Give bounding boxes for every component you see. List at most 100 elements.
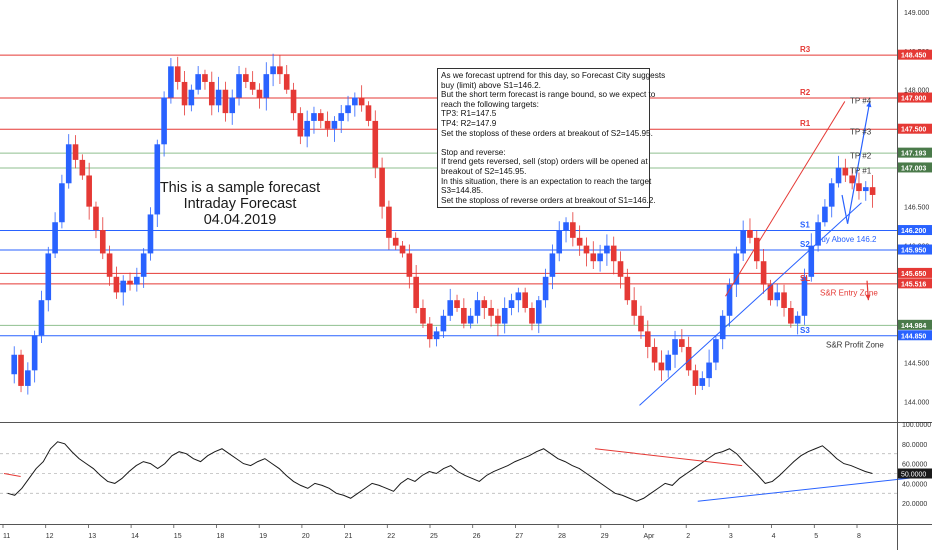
x-tick-label: 4 — [772, 533, 776, 540]
level-label: S3 — [800, 326, 810, 335]
candle-body — [120, 280, 127, 293]
chart-annotation: Buy Above 146.2 — [816, 235, 877, 244]
candle-body — [86, 175, 92, 207]
candle-body — [99, 230, 106, 254]
x-tick-label: 11 — [3, 533, 10, 540]
x-tick-label: 19 — [259, 533, 267, 540]
candle-body — [25, 370, 31, 386]
candle-body — [651, 346, 658, 363]
candle-body — [788, 307, 794, 324]
x-tick-label: 2 — [686, 533, 690, 540]
chart-annotation: S&R Profit Zone — [826, 340, 884, 349]
candle-body — [590, 253, 597, 262]
price-badge-label: 147.500 — [901, 127, 926, 134]
candle-body — [174, 66, 181, 82]
candle-body — [59, 183, 65, 223]
candle-body — [822, 206, 828, 223]
info-line: Set the stoploss of reverse orders at br… — [441, 195, 656, 205]
level-label: S1 — [800, 221, 810, 230]
y-tick-label: 144.000 — [904, 400, 929, 407]
level-label: R2 — [800, 88, 811, 97]
candle-body — [740, 230, 746, 254]
oscillator-trendline — [3, 473, 21, 477]
candle-body — [713, 339, 719, 363]
candle-body — [372, 120, 379, 168]
x-tick-label: 25 — [430, 533, 438, 540]
info-line: If trend gets reversed, sell (stop) orde… — [441, 157, 648, 167]
candle-body — [447, 300, 454, 316]
price-badge — [898, 319, 932, 330]
candle-body — [781, 292, 787, 308]
trendlines — [639, 101, 872, 406]
price-badge-label: 145.950 — [901, 248, 926, 255]
candle-body — [563, 222, 569, 231]
candle-body — [304, 120, 310, 137]
level-label: S2 — [800, 240, 810, 249]
candle-body — [467, 315, 474, 324]
oscillator-badge — [898, 468, 932, 479]
candle-body — [283, 74, 290, 90]
forecast-info-box: As we forecast uptrend for this day, so … — [437, 68, 665, 209]
candle-body — [808, 245, 815, 277]
candle-body — [856, 183, 862, 192]
candle-body — [352, 97, 358, 106]
candle-body — [515, 292, 522, 301]
candle-body — [127, 280, 133, 285]
x-tick-label: 13 — [88, 533, 96, 540]
trendline — [639, 202, 862, 406]
candle-body — [488, 307, 494, 316]
price-badge — [898, 123, 932, 134]
trendline — [725, 101, 846, 297]
candle-body — [18, 354, 24, 386]
level-label: R1 — [800, 119, 811, 128]
x-tick-label: 29 — [601, 533, 609, 540]
candle-body — [93, 206, 99, 231]
candle-body — [168, 66, 174, 98]
candle-body — [263, 74, 270, 98]
x-tick-label: 26 — [473, 533, 481, 540]
price-badge — [898, 278, 932, 289]
sample-forecast-title: This is a sample forecast Intraday Forec… — [150, 180, 330, 228]
candle-body — [495, 315, 501, 324]
price-badge — [898, 49, 932, 60]
price-badge-label: 148.450 — [901, 53, 926, 60]
candle-body — [556, 230, 563, 254]
candle-body — [297, 113, 304, 137]
candle-body — [529, 307, 535, 324]
price-badge-label: 144.850 — [901, 333, 926, 340]
x-tick-label: Apr — [644, 533, 656, 540]
candle-body — [208, 81, 215, 106]
candle-body — [692, 370, 699, 386]
price-badge — [898, 92, 932, 103]
oscillator-badge-label: 50.0000 — [901, 472, 926, 479]
forecast-arrow — [841, 101, 871, 224]
candle-body — [617, 261, 624, 277]
oscillator-tick-label: 60.0000 — [902, 462, 927, 469]
y-tick-label: 149.000 — [904, 10, 929, 17]
candle-body — [65, 144, 72, 184]
chart-annotation: TP #3 — [850, 128, 872, 137]
x-tick-label: 21 — [345, 533, 353, 540]
price-badge-label: 147.193 — [901, 151, 926, 158]
price-badge-label: 145.650 — [901, 271, 926, 278]
title-line-1: This is a sample forecast — [159, 180, 321, 196]
candle-body — [747, 230, 753, 238]
candle-body — [140, 253, 147, 277]
forecast-arrowhead — [866, 101, 872, 108]
candle-body — [399, 245, 406, 254]
candle-body — [583, 245, 590, 254]
info-line: TP4: R2=147.9 — [441, 118, 497, 128]
info-line: S3=144.85. — [441, 186, 484, 196]
candle-body — [869, 187, 876, 195]
candle-body — [154, 144, 161, 215]
x-tick-label: 22 — [387, 533, 395, 540]
oscillator-tick-label: 40.0000 — [902, 481, 927, 488]
candle-body — [726, 284, 733, 316]
candle-body — [433, 331, 440, 340]
candle-body — [794, 315, 801, 324]
price-badge-label: 147.003 — [901, 165, 926, 172]
y-tick-label: 148.000 — [904, 88, 929, 95]
oscillator-tick-label: 80.0000 — [902, 442, 927, 449]
candle-body — [236, 74, 242, 98]
candle-body — [188, 89, 195, 106]
